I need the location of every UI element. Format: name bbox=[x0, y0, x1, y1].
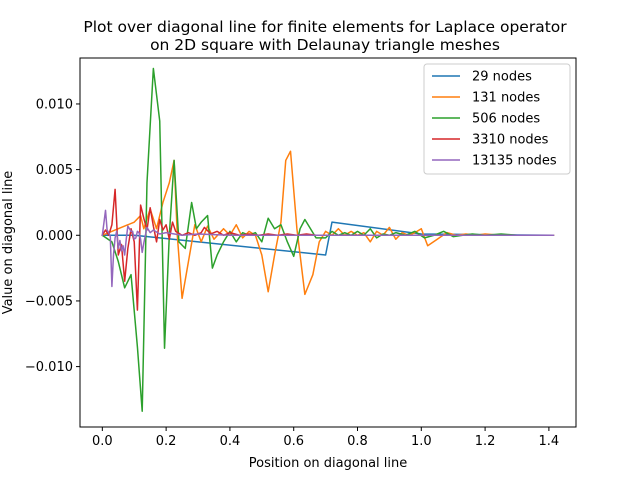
legend-box bbox=[423, 63, 571, 175]
y-axis: −0.010 −0.005 0.000 0.005 0.010 bbox=[25, 97, 80, 375]
chart-title: Plot over diagonal line for finite eleme… bbox=[83, 18, 567, 54]
x-tick-label: 0.6 bbox=[283, 434, 304, 449]
x-axis: 0.0 0.2 0.4 0.6 0.8 1.0 1.2 1.4 bbox=[92, 427, 559, 449]
series-line-3 bbox=[101, 67, 555, 412]
legend-label-1: 29 nodes bbox=[472, 70, 532, 85]
series-layer bbox=[101, 67, 555, 412]
chart-title-line-1: Plot over diagonal line for finite eleme… bbox=[83, 18, 567, 36]
legend-label-2: 131 nodes bbox=[472, 91, 540, 106]
y-tick-label: −0.005 bbox=[25, 294, 73, 309]
legend-label-4: 3310 nodes bbox=[472, 133, 549, 148]
x-tick-label: 0.2 bbox=[156, 434, 177, 449]
chart-title-line-2: on 2D square with Delaunay triangle mesh… bbox=[150, 36, 500, 54]
x-tick-label: 0.8 bbox=[347, 434, 368, 449]
x-tick-label: 0.4 bbox=[220, 434, 241, 449]
x-tick-label: 1.2 bbox=[475, 434, 496, 449]
x-tick-label: 1.0 bbox=[411, 434, 432, 449]
x-tick-label: 1.4 bbox=[539, 434, 560, 449]
legend-label-5: 13135 nodes bbox=[472, 154, 557, 169]
axes-frame bbox=[79, 57, 577, 428]
series-line-2 bbox=[101, 150, 555, 300]
series-line-4 bbox=[101, 188, 555, 311]
y-tick-label: 0.010 bbox=[36, 97, 73, 112]
y-axis-title: Value on diagonal line bbox=[1, 171, 16, 315]
legend-label-3: 506 nodes bbox=[472, 112, 540, 127]
y-tick-label: 0.005 bbox=[36, 163, 73, 178]
x-tick-label: 0.0 bbox=[92, 434, 113, 449]
y-tick-label: 0.000 bbox=[36, 229, 73, 244]
series-line-5 bbox=[101, 209, 555, 288]
x-axis-title: Position on diagonal line bbox=[249, 456, 408, 471]
legend: 29 nodes 131 nodes 506 nodes 3310 nodes 1313… bbox=[423, 63, 571, 175]
y-tick-label: −0.010 bbox=[25, 360, 73, 375]
